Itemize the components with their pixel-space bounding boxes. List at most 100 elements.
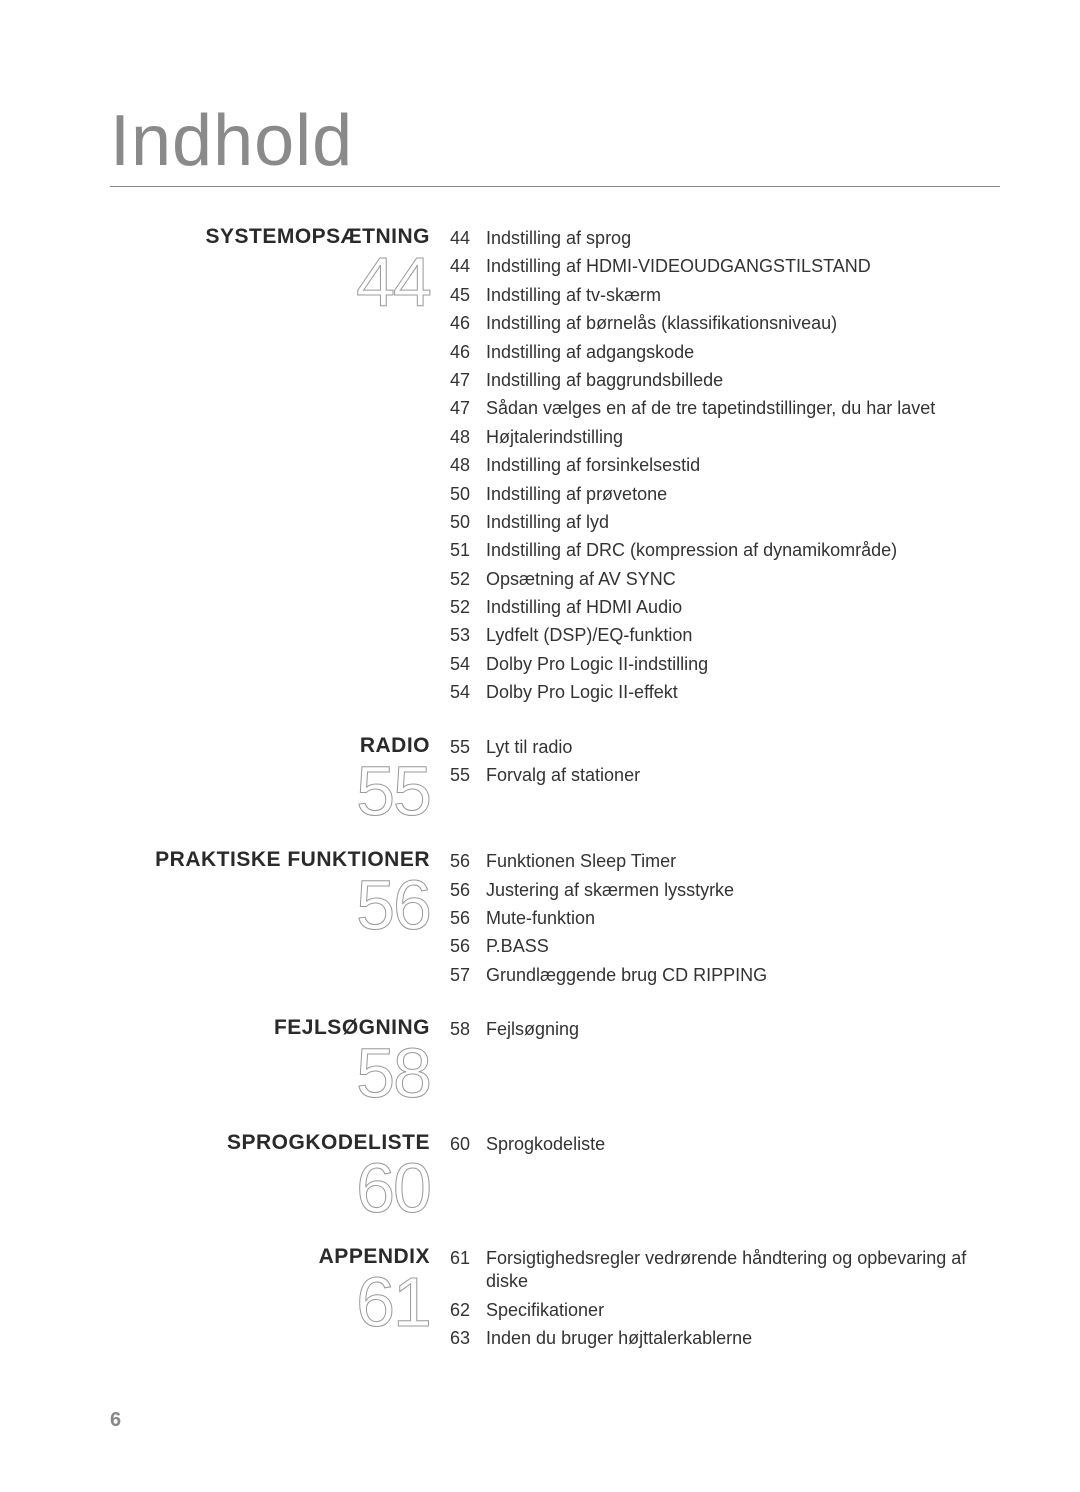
toc-entry: 44Indstilling af HDMI-VIDEOUDGANGSTILSTA… <box>450 255 1000 278</box>
toc-entry: 47Indstilling af baggrundsbillede <box>450 369 1000 392</box>
toc-entry-page: 44 <box>450 227 486 250</box>
toc-entry-page: 58 <box>450 1018 486 1041</box>
toc-entry: 47Sådan vælges en af de tre tapetindstil… <box>450 397 1000 420</box>
toc-entry: 58Fejlsøgning <box>450 1018 1000 1041</box>
toc-entry-text: Højtalerindstilling <box>486 426 1000 449</box>
toc-entry-page: 60 <box>450 1133 486 1156</box>
toc-entry: 63Inden du bruger højttalerkablerne <box>450 1327 1000 1350</box>
toc-entry: 55Lyt til radio <box>450 736 1000 759</box>
section-start-page-number: 56 <box>110 872 430 939</box>
toc-entry-page: 61 <box>450 1247 486 1294</box>
toc-entry-text: Sådan vælges en af de tre tapetindstilli… <box>486 397 1000 420</box>
table-of-contents: SYSTEMOPSÆTNING4444Indstilling af sprog4… <box>110 225 1000 1380</box>
toc-entry: 50Indstilling af prøvetone <box>450 483 1000 506</box>
toc-entry: 50Indstilling af lyd <box>450 511 1000 534</box>
section-start-page-number: 44 <box>110 249 430 316</box>
section-start-page-number: 58 <box>110 1040 430 1107</box>
toc-entry-text: P.BASS <box>486 935 1000 958</box>
toc-entry: 52Opsætning af AV SYNC <box>450 568 1000 591</box>
page-title: Indhold <box>110 100 1000 187</box>
section-header-block: PRAKTISKE FUNKTIONER56 <box>110 848 450 992</box>
toc-entry: 62Specifikationer <box>450 1299 1000 1322</box>
toc-entry-text: Indstilling af HDMI Audio <box>486 596 1000 619</box>
section-header-block: RADIO55 <box>110 734 450 825</box>
toc-entry: 51Indstilling af DRC (kompression af dyn… <box>450 539 1000 562</box>
toc-entry-text: Indstilling af forsinkelsestid <box>486 454 1000 477</box>
toc-entry: 44Indstilling af sprog <box>450 227 1000 250</box>
toc-entry-page: 56 <box>450 879 486 902</box>
toc-section: RADIO5555Lyt til radio55Forvalg af stati… <box>110 734 1000 825</box>
toc-entry-page: 54 <box>450 653 486 676</box>
toc-entry: 45Indstilling af tv-skærm <box>450 284 1000 307</box>
toc-entry-text: Lyt til radio <box>486 736 1000 759</box>
toc-entry-page: 53 <box>450 624 486 647</box>
toc-entry: 56Mute-funktion <box>450 907 1000 930</box>
toc-entry-text: Indstilling af prøvetone <box>486 483 1000 506</box>
section-entries: 55Lyt til radio55Forvalg af stationer <box>450 734 1000 825</box>
toc-entry-text: Indstilling af baggrundsbillede <box>486 369 1000 392</box>
toc-entry: 60Sprogkodeliste <box>450 1133 1000 1156</box>
toc-entry-page: 57 <box>450 964 486 987</box>
toc-entry-page: 47 <box>450 369 486 392</box>
toc-entry: 48Indstilling af forsinkelsestid <box>450 454 1000 477</box>
toc-entry-page: 46 <box>450 341 486 364</box>
section-entries: 44Indstilling af sprog44Indstilling af H… <box>450 225 1000 710</box>
toc-entry-text: Indstilling af DRC (kompression af dynam… <box>486 539 1000 562</box>
toc-entry-text: Indstilling af sprog <box>486 227 1000 250</box>
page-number: 6 <box>110 1409 121 1432</box>
toc-entry-text: Mute-funktion <box>486 907 1000 930</box>
section-header-block: SPROGKODELISTE60 <box>110 1131 450 1222</box>
toc-entry-text: Indstilling af adgangskode <box>486 341 1000 364</box>
section-entries: 61Forsigtighedsregler vedrørende håndter… <box>450 1245 1000 1356</box>
toc-entry-page: 48 <box>450 426 486 449</box>
toc-entry-text: Funktionen Sleep Timer <box>486 850 1000 873</box>
toc-entry-page: 55 <box>450 736 486 759</box>
toc-entry: 56P.BASS <box>450 935 1000 958</box>
toc-entry: 53Lydfelt (DSP)/EQ-funktion <box>450 624 1000 647</box>
section-start-page-number: 55 <box>110 758 430 825</box>
toc-entry-text: Indstilling af HDMI-VIDEOUDGANGSTILSTAND <box>486 255 1000 278</box>
page-container: Indhold SYSTEMOPSÆTNING4444Indstilling a… <box>0 0 1080 1380</box>
section-header-block: APPENDIX61 <box>110 1245 450 1356</box>
toc-entry: 55Forvalg af stationer <box>450 764 1000 787</box>
toc-entry-text: Indstilling af tv-skærm <box>486 284 1000 307</box>
toc-entry-page: 46 <box>450 312 486 335</box>
toc-entry-text: Dolby Pro Logic II-indstilling <box>486 653 1000 676</box>
toc-entry-text: Indstilling af børnelås (klassifikations… <box>486 312 1000 335</box>
toc-entry-page: 51 <box>450 539 486 562</box>
toc-entry-text: Inden du bruger højttalerkablerne <box>486 1327 1000 1350</box>
toc-entry: 52Indstilling af HDMI Audio <box>450 596 1000 619</box>
section-header-block: FEJLSØGNING58 <box>110 1016 450 1107</box>
toc-entry-text: Lydfelt (DSP)/EQ-funktion <box>486 624 1000 647</box>
toc-entry-page: 56 <box>450 907 486 930</box>
toc-entry-text: Specifikationer <box>486 1299 1000 1322</box>
toc-section: SYSTEMOPSÆTNING4444Indstilling af sprog4… <box>110 225 1000 710</box>
toc-entry: 57Grundlæggende brug CD RIPPING <box>450 964 1000 987</box>
toc-section: PRAKTISKE FUNKTIONER5656Funktionen Sleep… <box>110 848 1000 992</box>
toc-entry: 61Forsigtighedsregler vedrørende håndter… <box>450 1247 1000 1294</box>
section-entries: 58Fejlsøgning <box>450 1016 1000 1107</box>
toc-entry-page: 52 <box>450 596 486 619</box>
toc-entry: 48Højtalerindstilling <box>450 426 1000 449</box>
toc-entry-page: 47 <box>450 397 486 420</box>
toc-entry-page: 55 <box>450 764 486 787</box>
toc-entry-text: Dolby Pro Logic II-effekt <box>486 681 1000 704</box>
toc-entry-page: 52 <box>450 568 486 591</box>
toc-entry: 56Funktionen Sleep Timer <box>450 850 1000 873</box>
toc-entry: 56Justering af skærmen lysstyrke <box>450 879 1000 902</box>
toc-entry-text: Justering af skærmen lysstyrke <box>486 879 1000 902</box>
section-entries: 56Funktionen Sleep Timer56Justering af s… <box>450 848 1000 992</box>
toc-entry: 46Indstilling af adgangskode <box>450 341 1000 364</box>
toc-entry-text: Indstilling af lyd <box>486 511 1000 534</box>
toc-entry-page: 63 <box>450 1327 486 1350</box>
toc-entry-page: 48 <box>450 454 486 477</box>
toc-entry-page: 50 <box>450 483 486 506</box>
toc-section: FEJLSØGNING5858Fejlsøgning <box>110 1016 1000 1107</box>
toc-entry-text: Forvalg af stationer <box>486 764 1000 787</box>
section-entries: 60Sprogkodeliste <box>450 1131 1000 1222</box>
toc-entry-page: 50 <box>450 511 486 534</box>
toc-section: SPROGKODELISTE6060Sprogkodeliste <box>110 1131 1000 1222</box>
toc-entry-text: Fejlsøgning <box>486 1018 1000 1041</box>
toc-entry: 54Dolby Pro Logic II-effekt <box>450 681 1000 704</box>
toc-entry: 46Indstilling af børnelås (klassifikatio… <box>450 312 1000 335</box>
